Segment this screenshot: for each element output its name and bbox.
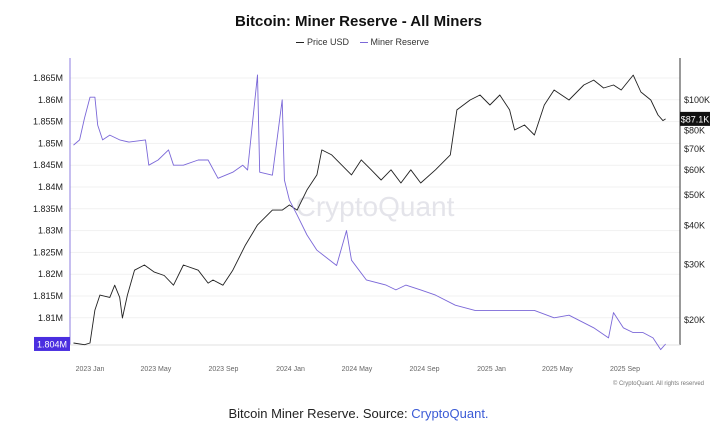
left-tick-label: 1.835M bbox=[33, 204, 63, 214]
right-tick-label: $60K bbox=[684, 165, 705, 175]
left-tick-label: 1.83M bbox=[38, 226, 63, 236]
right-tick-label: $40K bbox=[684, 220, 705, 230]
left-tick-label: 1.84M bbox=[38, 182, 63, 192]
left-tick-label: 1.81M bbox=[38, 313, 63, 323]
right-tick-label: $70K bbox=[684, 144, 705, 154]
x-tick-label: 2023 Jan bbox=[76, 366, 105, 373]
left-tick-label: 1.855M bbox=[33, 117, 63, 127]
watermark: CryptoQuant bbox=[296, 191, 455, 222]
miner-reserve-line bbox=[73, 74, 666, 351]
right-tick-label: $100K bbox=[684, 95, 710, 105]
x-tick-label: 2023 Sep bbox=[208, 366, 238, 373]
price-usd-line bbox=[73, 74, 666, 346]
legend-item-miner-reserve[interactable]: Miner Reserve bbox=[352, 37, 429, 47]
current-reserve-badge bbox=[34, 336, 70, 351]
current-reserve-label: 1.804M bbox=[37, 339, 67, 349]
current-price-label: $87.1K bbox=[681, 114, 710, 124]
caption: Bitcoin Miner Reserve. Source: CryptoQua… bbox=[228, 406, 489, 421]
chart-title: Bitcoin: Miner Reserve - All Miners bbox=[234, 13, 482, 30]
copyright-text: © CryptoQuant. All rights reserved bbox=[613, 380, 704, 387]
left-tick-label: 1.815M bbox=[33, 291, 63, 301]
right-tick-label: $80K bbox=[684, 126, 705, 136]
right-tick-label: $30K bbox=[684, 260, 705, 270]
left-tick-label: 1.865M bbox=[33, 73, 63, 83]
left-tick-label: 1.86M bbox=[38, 95, 63, 105]
x-tick-label: 2025 Jan bbox=[477, 366, 506, 373]
x-tick-label: 2025 Sep bbox=[610, 366, 640, 373]
x-tick-label: 2024 Sep bbox=[410, 366, 440, 373]
x-tick-label: 2024 May bbox=[342, 366, 373, 373]
right-tick-label: $20K bbox=[684, 315, 705, 325]
left-tick-label: 1.825M bbox=[33, 247, 63, 257]
right-tick-label: $50K bbox=[684, 190, 705, 200]
left-tick-label: 1.82M bbox=[38, 269, 63, 279]
source-link[interactable]: CryptoQuant. bbox=[411, 406, 489, 421]
current-price-badge bbox=[680, 111, 710, 126]
left-tick-label: 1.845M bbox=[33, 160, 63, 170]
left-tick-label: 1.85M bbox=[38, 138, 63, 148]
x-tick-label: 2023 May bbox=[141, 366, 172, 373]
x-tick-label: 2025 May bbox=[542, 366, 573, 373]
legend: Price USD Miner Reserve bbox=[0, 37, 717, 47]
x-tick-label: 2024 Jan bbox=[276, 366, 305, 373]
legend-item-price[interactable]: Price USD bbox=[288, 37, 349, 47]
